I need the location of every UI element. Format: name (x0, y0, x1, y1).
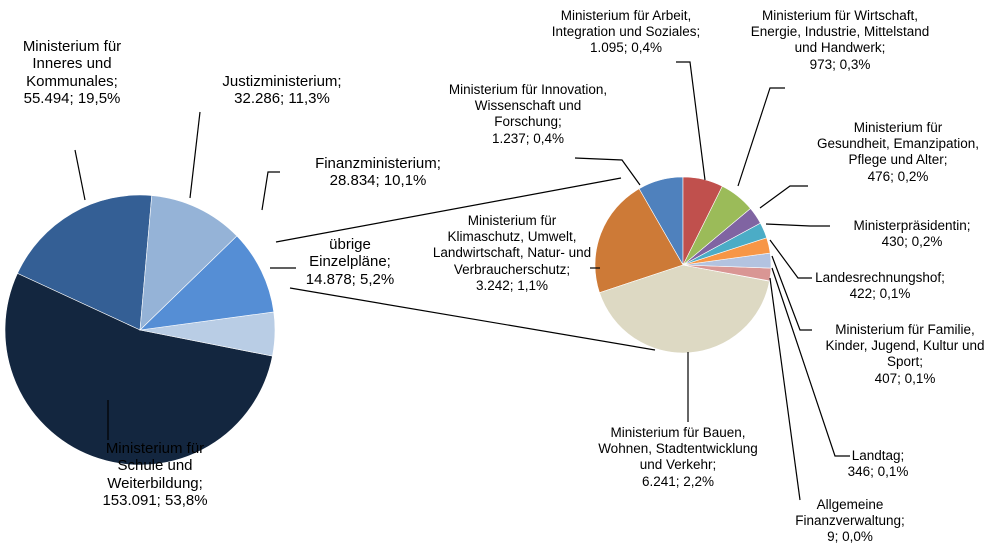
slice-value: 346; 0,1% (847, 464, 909, 480)
slice-name: Landtag; (851, 448, 905, 463)
leader-lines (74, 61, 850, 501)
slice-value: 973; 0,3% (809, 56, 871, 72)
slice-name: übrige Einzelpläne; (309, 236, 391, 271)
slice-label: Landtag; 346; 0,1% (828, 448, 928, 480)
slice-label: Ministerium für Bauen, Wohnen, Stadtentw… (592, 425, 764, 490)
slice-value: 476; 0,2% (867, 168, 929, 184)
slice-label: Allgemeine Finanzverwaltung; 9; 0,0% (785, 497, 915, 546)
slice-label: Ministerpräsidentin; 430; 0,2% (837, 218, 987, 250)
leader (769, 277, 801, 501)
leader (737, 87, 785, 187)
slice-label: Ministerium für Schule und Weiterbildung… (90, 440, 220, 509)
leader (676, 61, 706, 181)
leader (261, 171, 280, 211)
slice-label: Ministerium für Klimaschutz, Umwelt, Lan… (430, 213, 595, 294)
pie-slice (17, 194, 153, 331)
slice-name: Finanzministerium; (315, 155, 441, 172)
leader (759, 185, 808, 209)
slice-name: Ministerium für Klimaschutz, Umwelt, Lan… (432, 213, 592, 277)
slice-value: 422; 0,1% (849, 286, 911, 302)
slice-name: Ministerium für Inneres und Kommunales; (22, 38, 122, 90)
slice-name: Ministerium für Wirtschaft, Energie, Ind… (750, 8, 930, 56)
connector (275, 177, 622, 243)
slice-name: Allgemeine Finanzverwaltung; (795, 497, 905, 529)
slice-label: Justizministerium; 32.286; 11,3% (192, 73, 372, 108)
pie-slice (4, 272, 273, 466)
slice-label: Landesrechnungshof; 422; 0,1% (805, 270, 955, 302)
leader (771, 267, 850, 457)
pie-slice (599, 264, 770, 354)
slice-label: Ministerium für Wirtschaft, Energie, Ind… (750, 8, 930, 73)
slice-value: 3.242; 1,1% (475, 277, 549, 293)
leader (769, 239, 812, 279)
slice-name: Landesrechnungshof; (815, 270, 945, 285)
pie-slice (139, 195, 238, 331)
slice-name: Ministerium für Arbeit, Integration und … (551, 8, 701, 40)
leader (765, 223, 830, 227)
slice-label: Ministerium für Inneres und Kommunales; 5… (0, 38, 147, 107)
slice-label: übrige Einzelpläne; 14.878; 5,2% (295, 236, 405, 288)
pie-slice (682, 176, 723, 266)
connector (289, 287, 656, 351)
slice-name: Ministerium für Schule und Weiterbildung… (105, 440, 205, 492)
slice-label: Ministerium für Arbeit, Integration und … (537, 8, 715, 57)
slice-name: Ministerium für Bauen, Wohnen, Stadtentw… (598, 425, 758, 473)
slice-label: Ministerium für Innovation, Wissenschaft… (444, 82, 612, 147)
slice-value: 55.494; 19,5% (23, 89, 121, 107)
slice-name: Ministerium für Familie, Kinder, Jugend,… (825, 322, 985, 370)
slice-label: Ministerium für Gesundheit, Emanzipation… (816, 120, 981, 185)
slice-name: Justizministerium; (222, 73, 342, 90)
slice-value: 1.095; 0,4% (589, 40, 663, 56)
slice-value: 153.091; 53,8% (102, 491, 208, 509)
slice-value: 407; 0,1% (874, 370, 936, 386)
slice-value: 28.834; 10,1% (329, 172, 427, 190)
slice-value: 6.241; 2,2% (641, 473, 715, 489)
slice-value: 14.878; 5,2% (305, 270, 395, 288)
slice-label: Ministerium für Familie, Kinder, Jugend,… (813, 322, 995, 387)
pie-slice (594, 188, 684, 294)
slice-value: 9; 0,0% (827, 529, 873, 545)
slice-label: Finanzministerium; 28.834; 10,1% (278, 155, 478, 190)
slice-name: Ministerpräsidentin; (853, 218, 971, 233)
leader (574, 157, 641, 186)
leader (74, 149, 86, 201)
slice-name: Ministerium für Gesundheit, Emanzipation… (816, 120, 980, 168)
pie-slice (139, 235, 275, 331)
slice-value: 430; 0,2% (881, 234, 943, 250)
slice-value: 32.286; 11,3% (234, 90, 330, 108)
slice-value: 1.237; 0,4% (491, 130, 565, 146)
leader (771, 255, 812, 331)
slice-name: Ministerium für Innovation, Wissenschaft… (448, 82, 608, 130)
leader (189, 111, 201, 199)
